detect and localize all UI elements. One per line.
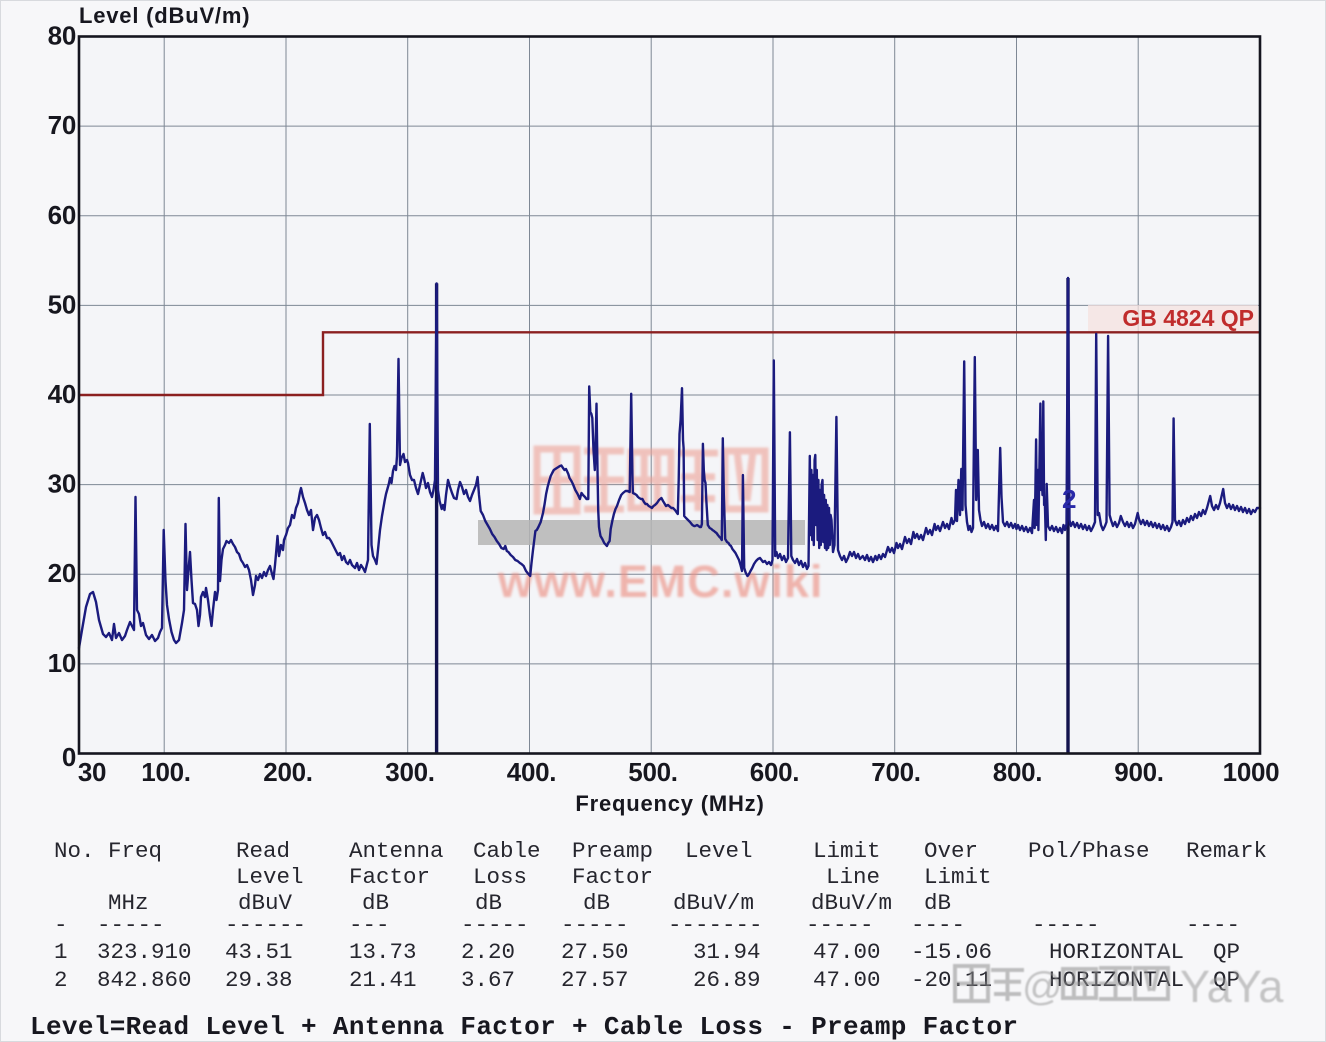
svg-text:No.: No. [54,838,95,864]
svg-text:100.: 100. [141,757,190,787]
svg-text:Factor: Factor [572,864,653,890]
svg-text:@: @ [1022,965,1063,1009]
svg-text:Freq: Freq [108,838,162,864]
svg-text:Frequency (MHz): Frequency (MHz) [575,791,764,816]
svg-text:Antenna: Antenna [349,838,444,864]
svg-text:-----: ----- [97,912,165,938]
svg-text:Loss: Loss [473,864,527,890]
svg-text:-----: ----- [561,912,629,938]
svg-text:70: 70 [48,110,76,140]
svg-text:60: 60 [48,200,76,230]
svg-text:HORIZONTAL: HORIZONTAL [1049,939,1184,965]
svg-text:600.: 600. [750,757,799,787]
svg-text:21.41: 21.41 [349,967,417,993]
svg-text:dB: dB [924,890,951,916]
svg-text:Factor: Factor [349,864,430,890]
svg-text:----: ---- [1186,912,1240,938]
svg-text:1000: 1000 [1223,757,1280,787]
svg-text:1: 1 [54,939,68,965]
svg-text:13.73: 13.73 [349,939,417,965]
svg-text:40: 40 [48,379,76,409]
svg-text:Level: Level [236,864,304,890]
svg-text:Read: Read [236,838,290,864]
svg-text:dB: dB [583,890,610,916]
svg-text:Remark: Remark [1186,838,1267,864]
svg-text:0: 0 [62,742,76,772]
svg-text:323.910: 323.910 [97,939,192,965]
svg-text:20: 20 [48,558,76,588]
svg-text:2: 2 [1062,484,1076,514]
svg-text:2: 2 [54,967,68,993]
svg-text:47.00: 47.00 [813,939,881,965]
svg-text:10: 10 [48,648,76,678]
svg-text:300.: 300. [385,757,434,787]
svg-text:400.: 400. [507,757,556,787]
svg-text:500.: 500. [628,757,677,787]
svg-text:30: 30 [78,757,106,787]
svg-text:----: ---- [911,912,965,938]
svg-text:-----: ----- [806,912,874,938]
svg-text:Cable: Cable [473,838,541,864]
svg-text:www.EMC.wiki: www.EMC.wiki [497,556,823,607]
svg-text:dBuV/m: dBuV/m [811,890,892,916]
svg-text:dB: dB [475,890,502,916]
svg-text:GB 4824 QP: GB 4824 QP [1122,305,1254,331]
svg-text:27.57: 27.57 [561,967,629,993]
svg-text:Limit: Limit [813,838,881,864]
svg-text:27.50: 27.50 [561,939,629,965]
svg-text:2.20: 2.20 [461,939,515,965]
svg-text:-: - [54,912,68,938]
svg-text:MHz: MHz [108,890,149,916]
svg-text:Level: Level [685,838,753,864]
svg-text:80: 80 [48,21,76,51]
svg-text:Limit: Limit [924,864,992,890]
svg-text:842.860: 842.860 [97,967,192,993]
svg-text:---: --- [349,912,390,938]
svg-text:Pol/Phase: Pol/Phase [1028,838,1150,864]
svg-text:700.: 700. [871,757,920,787]
svg-text:-----: ----- [1032,912,1100,938]
svg-text:dB: dB [362,890,389,916]
svg-text:QP: QP [1213,967,1240,993]
svg-text:800.: 800. [993,757,1042,787]
svg-text:47.00: 47.00 [813,967,881,993]
svg-text:-20.11: -20.11 [911,967,992,993]
svg-text:31.94: 31.94 [693,939,761,965]
svg-text:200.: 200. [263,757,312,787]
svg-text:-----: ----- [461,912,529,938]
svg-text:30: 30 [48,469,76,499]
svg-text:900.: 900. [1114,757,1163,787]
svg-text:Line: Line [826,864,880,890]
svg-text:43.51: 43.51 [225,939,293,965]
svg-text:YaYa: YaYa [1180,961,1284,1012]
svg-text:29.38: 29.38 [225,967,293,993]
svg-text:dBuV: dBuV [238,890,293,916]
svg-text:50: 50 [48,289,76,319]
svg-text:dBuV/m: dBuV/m [673,890,754,916]
svg-text:------: ------ [225,912,306,938]
svg-text:QP: QP [1213,939,1240,965]
svg-text:Level=Read Level + Antenna Fac: Level=Read Level + Antenna Factor + Cabl… [30,1012,1018,1042]
svg-text:-15.06: -15.06 [911,939,992,965]
svg-text:Level (dBuV/m): Level (dBuV/m) [79,3,250,28]
svg-text:-------: ------- [668,912,763,938]
svg-text:26.89: 26.89 [693,967,761,993]
svg-text:3.67: 3.67 [461,967,515,993]
svg-text:Over: Over [924,838,978,864]
svg-text:Preamp: Preamp [572,838,653,864]
